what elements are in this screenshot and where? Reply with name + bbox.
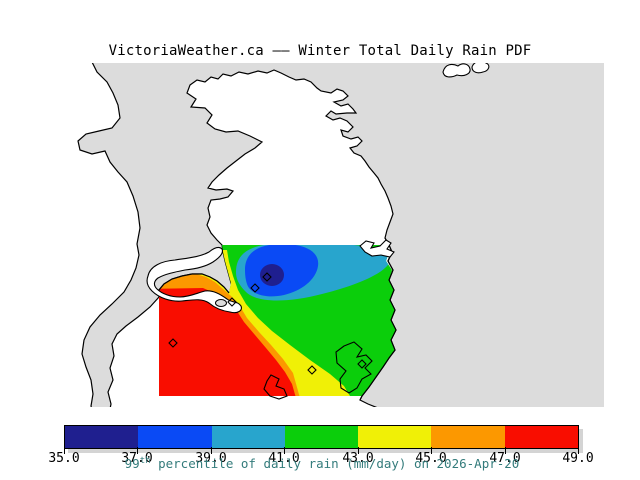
- colorbar-segment-39.0-41.0: [211, 426, 285, 448]
- caption-text: percentile of daily rain (mm/day) on 202…: [150, 456, 520, 472]
- page-title: VictoriaWeather.ca —— Winter Total Daily…: [108, 43, 532, 59]
- island-northeast-1: [442, 63, 471, 78]
- band-47-49: [159, 288, 296, 396]
- station-marker-2: [250, 283, 260, 293]
- colorbar-segment-41.0-43.0: [284, 426, 359, 448]
- station-marker-4: [168, 338, 178, 348]
- ne-corner-bay: [359, 239, 395, 258]
- caption-superscript: th: [139, 456, 151, 466]
- station-markers: [168, 272, 367, 375]
- lake-outline-south: [263, 374, 288, 400]
- colorbar: [64, 425, 579, 449]
- land-west: [33, 63, 141, 407]
- coastline-stroke: [158, 237, 397, 401]
- band-35-37: [260, 264, 284, 286]
- colorbar-segment-45.0-47.0: [431, 426, 505, 448]
- station-marker-6: [357, 359, 367, 369]
- island-northeast-2: [471, 63, 490, 74]
- station-marker-1: [262, 272, 272, 282]
- colorbar-segment-47.0-49.0: [504, 426, 578, 448]
- caption-number: 99: [124, 456, 140, 472]
- harbour-lagoon: [215, 299, 227, 307]
- rain-contour-field: [159, 245, 396, 396]
- lake-outline-east: [335, 341, 373, 394]
- colorbar-segment-37.0-39.0: [138, 426, 212, 448]
- station-marker-5: [307, 365, 317, 375]
- station-marker-3: [227, 297, 237, 307]
- colorbar-caption: 99th percentile of daily rain (mm/day) o…: [0, 456, 640, 471]
- harbour-spit: [146, 247, 242, 314]
- colorbar-segment-35.0-37.0: [65, 426, 139, 448]
- colorbar-segment-43.0-45.0: [358, 426, 432, 448]
